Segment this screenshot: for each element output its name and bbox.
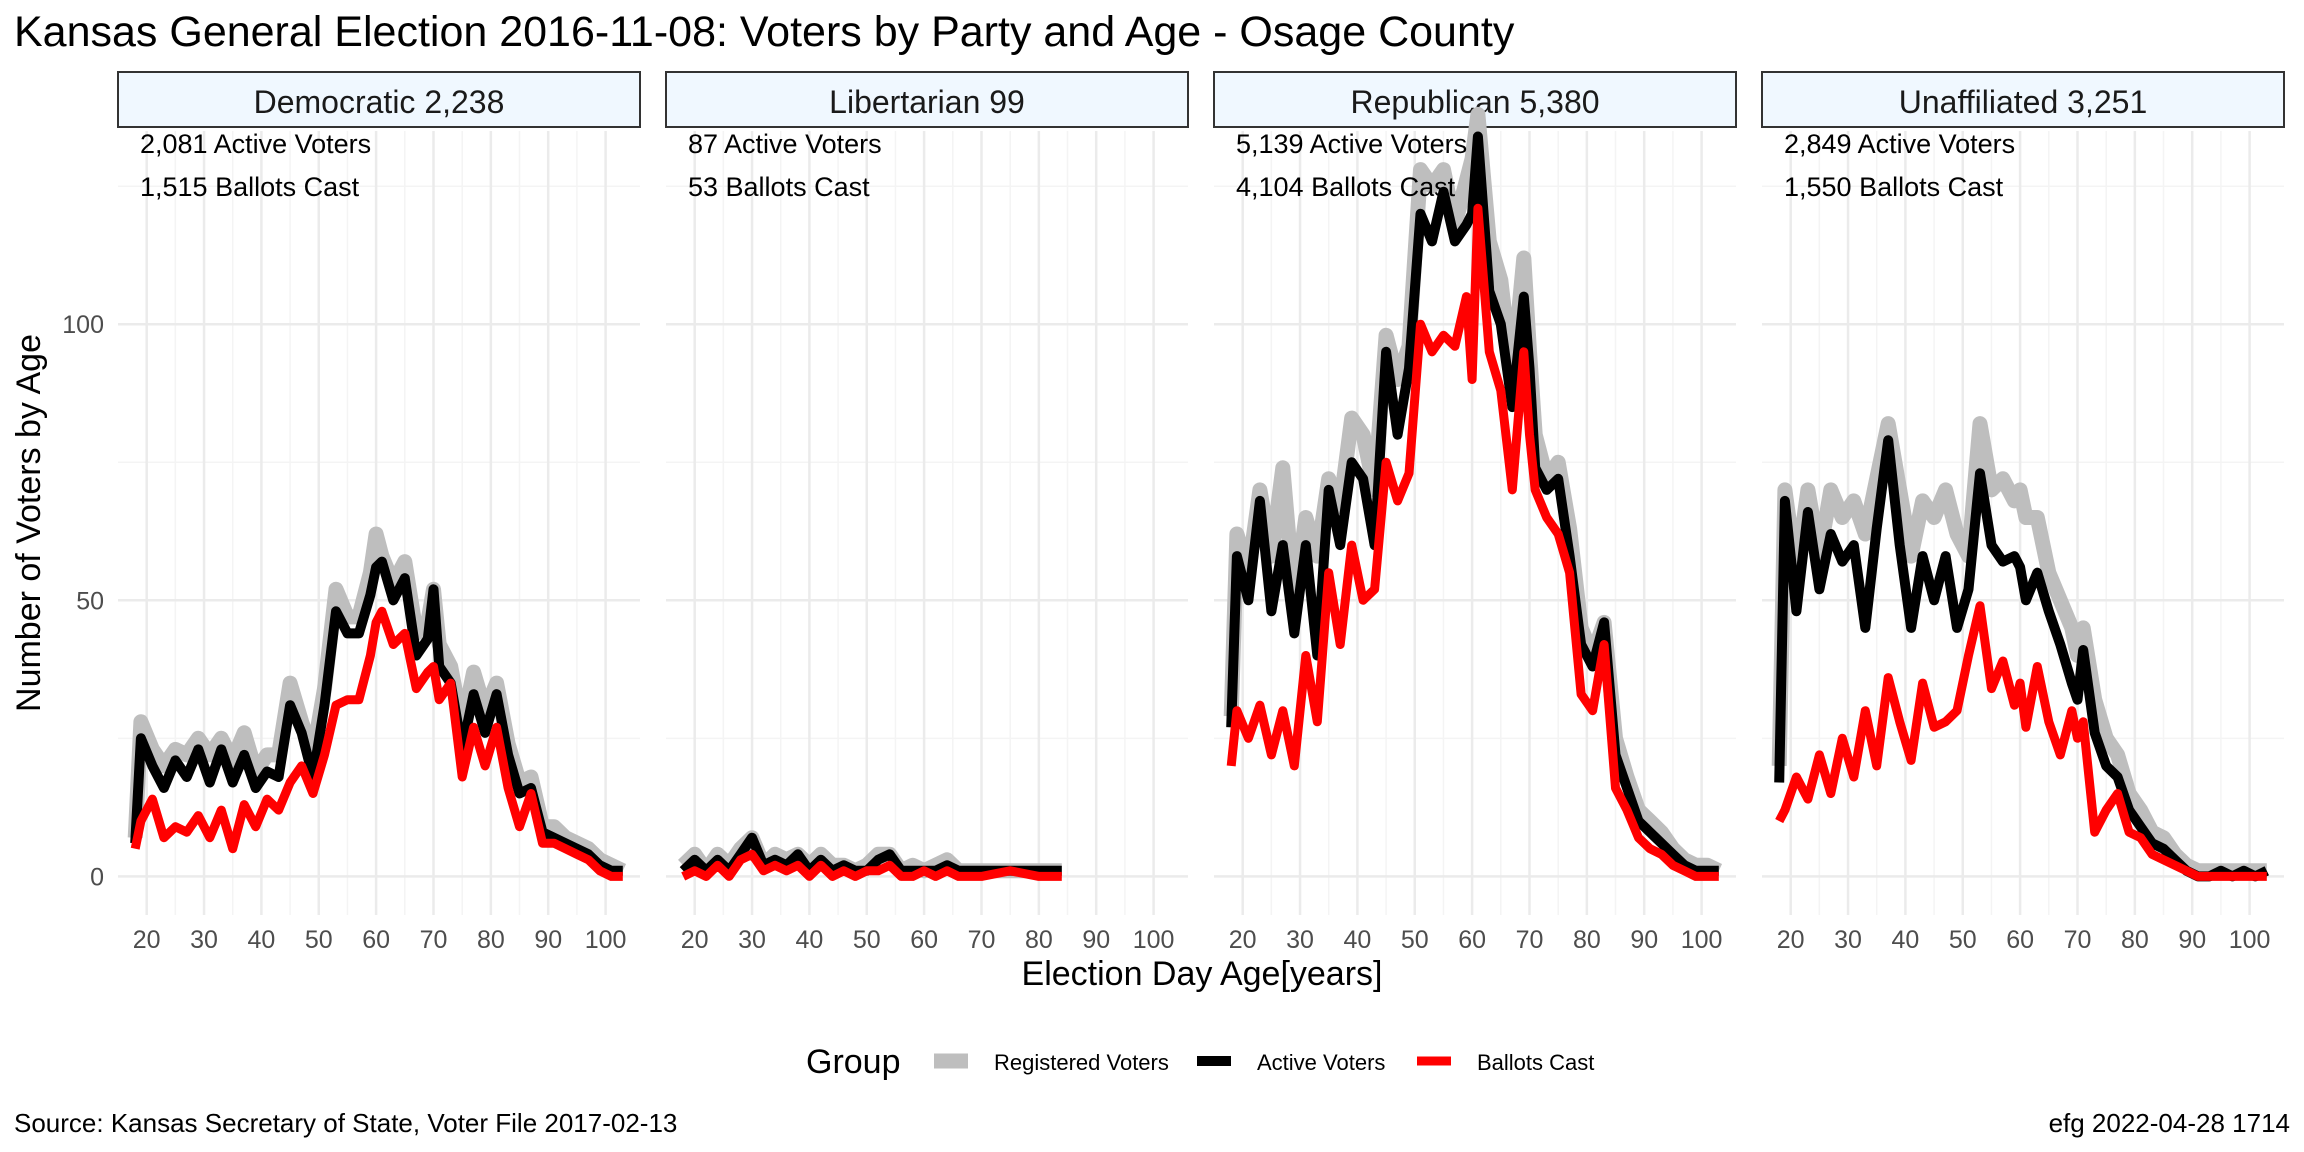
x-tick-label: 30 <box>190 926 218 954</box>
x-tick-label: 80 <box>1025 926 1053 954</box>
x-tick-label: 80 <box>1573 926 1601 954</box>
facet-strip-label: Unaffiliated 3,251 <box>1899 84 2147 120</box>
active-voters-annotation: 2,849 Active Voters <box>1784 129 2015 159</box>
x-tick-label: 40 <box>1892 926 1920 954</box>
x-tick-label: 100 <box>2229 926 2271 954</box>
x-tick-label: 70 <box>2064 926 2092 954</box>
series-line <box>1226 131 1719 876</box>
facet-strip-label: Democratic 2,238 <box>254 84 505 120</box>
ballots-cast-annotation: 1,515 Ballots Cast <box>140 172 360 202</box>
series-line <box>1226 203 1719 881</box>
active-voters-annotation: 2,081 Active Voters <box>140 129 371 159</box>
x-tick-label: 90 <box>1630 926 1658 954</box>
x-tick-label: 60 <box>2006 926 2034 954</box>
x-tick-label: 40 <box>796 926 824 954</box>
active-voters-annotation: 5,139 Active Voters <box>1236 129 1467 159</box>
x-tick-label: 50 <box>305 926 333 954</box>
x-tick-label: 20 <box>1229 926 1257 954</box>
facet-strip <box>665 71 1189 128</box>
x-tick-label: 70 <box>1516 926 1544 954</box>
legend-label: Ballots Cast <box>1477 1050 1594 1075</box>
x-tick-label: 70 <box>968 926 996 954</box>
x-tick-label: 40 <box>248 926 276 954</box>
x-tick-label: 30 <box>1834 926 1862 954</box>
legend-title: Group <box>806 1043 901 1081</box>
x-tick-label: 20 <box>681 926 709 954</box>
x-tick-label: 100 <box>585 926 627 954</box>
x-tick-label: 100 <box>1133 926 1175 954</box>
series-line <box>681 849 1062 881</box>
series-line <box>1771 416 2267 879</box>
x-tick-label: 40 <box>1344 926 1372 954</box>
facet-strip <box>1761 71 2285 128</box>
x-tick-label: 100 <box>1681 926 1723 954</box>
source-note: Source: Kansas Secretary of State, Voter… <box>14 1108 678 1138</box>
x-tick-label: 30 <box>1286 926 1314 954</box>
ballots-cast-annotation: 53 Ballots Cast <box>688 172 870 202</box>
series-line <box>1775 601 2267 881</box>
x-tick-label: 60 <box>910 926 938 954</box>
x-tick-label: 20 <box>1777 926 1805 954</box>
x-tick-label: 60 <box>362 926 390 954</box>
legend-label: Active Voters <box>1257 1050 1385 1075</box>
y-tick-label: 0 <box>90 863 104 891</box>
x-tick-label: 50 <box>1401 926 1429 954</box>
x-tick-label: 70 <box>420 926 448 954</box>
series-line <box>127 526 627 878</box>
facet-strip-label: Libertarian 99 <box>829 84 1025 120</box>
legend-label: Registered Voters <box>994 1050 1169 1075</box>
x-tick-label: 50 <box>1949 926 1977 954</box>
ballots-cast-annotation: 1,550 Ballots Cast <box>1784 172 2004 202</box>
x-tick-label: 50 <box>853 926 881 954</box>
x-axis-title: Election Day Age[years] <box>1022 955 1383 993</box>
y-tick-label: 100 <box>62 311 104 339</box>
x-tick-label: 90 <box>1082 926 1110 954</box>
facet-strip <box>117 71 641 128</box>
x-tick-label: 90 <box>534 926 562 954</box>
x-tick-label: 30 <box>738 926 766 954</box>
x-tick-label: 80 <box>477 926 505 954</box>
x-tick-label: 20 <box>133 926 161 954</box>
y-axis-title: Number of Voters by Age <box>10 334 48 712</box>
chart-title: Kansas General Election 2016-11-08: Vote… <box>14 8 1515 56</box>
y-tick-label: 50 <box>76 587 104 615</box>
series-line <box>130 606 623 881</box>
x-tick-label: 90 <box>2178 926 2206 954</box>
x-tick-label: 80 <box>2121 926 2149 954</box>
ballots-cast-annotation: 4,104 Ballots Cast <box>1236 172 1456 202</box>
active-voters-annotation: 87 Active Voters <box>688 129 882 159</box>
credit-note: efg 2022-04-28 1714 <box>2048 1108 2290 1138</box>
x-tick-label: 60 <box>1458 926 1486 954</box>
